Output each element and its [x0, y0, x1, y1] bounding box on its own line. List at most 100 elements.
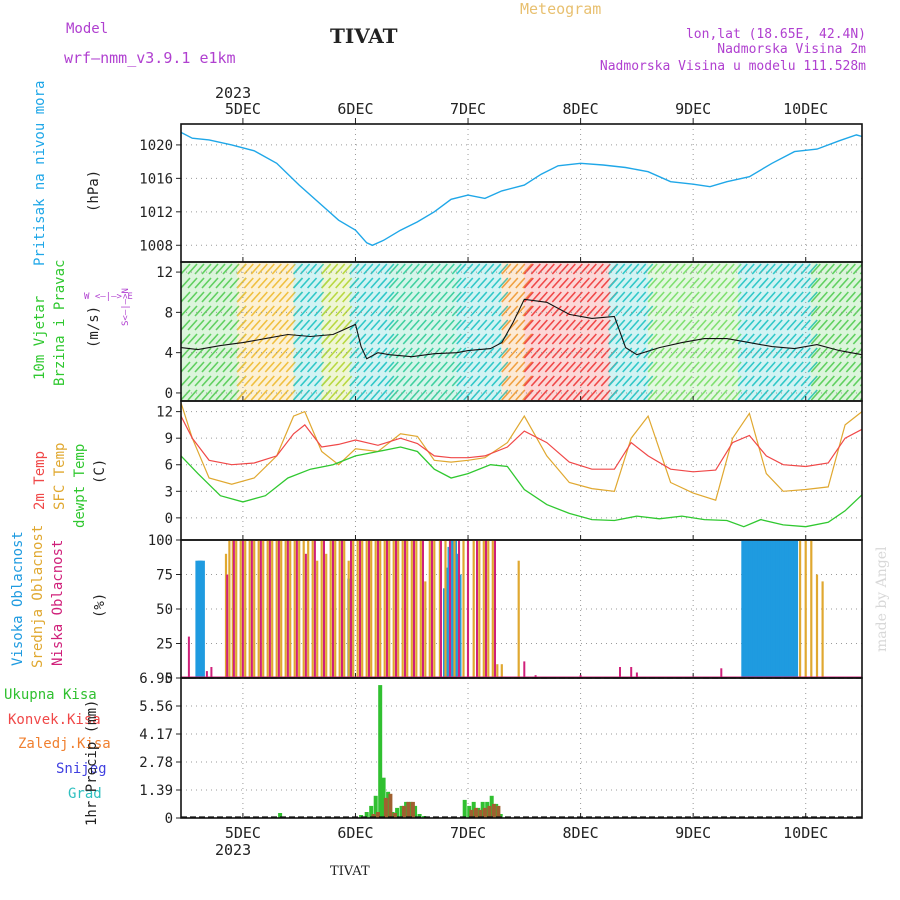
wind-barb — [703, 277, 714, 289]
wind-barb — [758, 305, 769, 317]
wind-barb — [661, 319, 672, 331]
wind-barb — [306, 291, 318, 303]
model-label: Model — [66, 21, 108, 37]
low-cloud-bar — [386, 540, 388, 678]
low-cloud-bar — [440, 540, 442, 678]
mid-cloud-bar — [298, 540, 301, 678]
wind-barb — [451, 263, 462, 275]
wind-barb — [236, 263, 247, 275]
pressure-panel: 1020 1016 1012 1008 — [139, 123, 863, 263]
wind-barb — [758, 277, 769, 289]
wind-barb — [264, 291, 275, 303]
wind-barb — [501, 291, 512, 303]
wind-barb — [416, 333, 427, 345]
wind-barb — [264, 305, 275, 317]
wind-barb — [600, 375, 611, 387]
wind-barb — [463, 305, 474, 317]
wind-barb — [451, 375, 462, 387]
wind-barb — [306, 305, 318, 317]
wind-barb — [572, 277, 583, 289]
wind-barb — [810, 361, 821, 373]
wind-barb — [423, 347, 434, 359]
wind-barb — [313, 277, 325, 289]
wind-barb — [515, 319, 526, 331]
wind-barb — [409, 333, 420, 345]
wind-barb-field — [181, 262, 862, 401]
wind-barb — [208, 361, 219, 373]
wind-barb — [416, 361, 427, 373]
wind-barb — [388, 291, 399, 303]
wind-barb — [807, 347, 818, 359]
wind-barb — [772, 347, 783, 359]
wind-barb — [477, 277, 488, 289]
wind-barb — [558, 291, 569, 303]
wind-barb — [629, 375, 640, 387]
wind-barb — [608, 389, 619, 401]
wind-barb — [530, 361, 541, 373]
wind-barb — [647, 263, 658, 275]
wind-barb — [508, 389, 519, 401]
wind-barb — [370, 375, 381, 387]
wind-barb — [758, 389, 769, 401]
wind-barb — [530, 263, 541, 275]
wind-barb — [710, 347, 721, 359]
wind-barb — [522, 333, 533, 345]
wind-barb — [593, 361, 604, 373]
wind-barb — [751, 263, 762, 275]
wind-barb — [409, 361, 420, 373]
wind-barb — [257, 347, 268, 359]
wind-barb — [477, 347, 488, 359]
wind-barb — [600, 389, 611, 401]
wind-barb — [831, 333, 842, 345]
wind-barb — [501, 333, 512, 345]
wind-barb — [508, 291, 519, 303]
wind-barb — [703, 389, 714, 401]
wind-barb — [356, 333, 367, 345]
wind-barb — [572, 291, 583, 303]
wind-barb — [285, 291, 296, 303]
wind-barb — [530, 389, 541, 401]
wind-barb — [250, 305, 261, 317]
wind-barb — [779, 347, 790, 359]
wind-barb — [786, 319, 797, 331]
wind-barb — [551, 375, 562, 387]
low-cloud-bar — [368, 540, 370, 678]
wind-barb — [463, 333, 474, 345]
wind-barb — [409, 319, 420, 331]
wind-barb — [292, 291, 304, 303]
wind-barb — [250, 277, 261, 289]
low-cloud-bar — [210, 667, 213, 678]
wind-barb — [335, 263, 346, 275]
wind-barb — [416, 389, 427, 401]
top-date-label: 9DEC — [675, 100, 711, 118]
frozen-precip-bar — [406, 801, 411, 818]
wind-barb — [724, 389, 735, 401]
low-cloud-bar — [250, 540, 253, 678]
wind-barb — [299, 361, 311, 373]
wind-barb — [696, 389, 707, 401]
wind-barb — [215, 319, 226, 331]
wind-barb — [522, 277, 533, 289]
wind-barb — [321, 277, 332, 289]
wind-barb — [321, 361, 332, 373]
wind-barb — [622, 361, 633, 373]
wind-barb — [484, 291, 495, 303]
wind-barb — [751, 319, 762, 331]
wind-barb — [349, 333, 360, 345]
wind-barb — [558, 361, 569, 373]
wind-barb — [810, 389, 821, 401]
wind-barb — [558, 375, 569, 387]
frozen-precip-bar — [469, 809, 474, 818]
wind-barb — [402, 263, 413, 275]
wind-barb — [565, 263, 576, 275]
wind-barb — [243, 291, 254, 303]
wind-barb — [215, 361, 226, 373]
wind-barb — [484, 347, 495, 359]
lonlat-label: lon,lat (18.65E, 42.4N) — [686, 27, 866, 42]
wind-barb — [402, 375, 413, 387]
wind-barb — [817, 319, 828, 331]
wind-barb — [622, 347, 633, 359]
wind-barb — [313, 361, 325, 373]
wind-barb — [810, 263, 821, 275]
total-precip-bar — [381, 777, 386, 818]
